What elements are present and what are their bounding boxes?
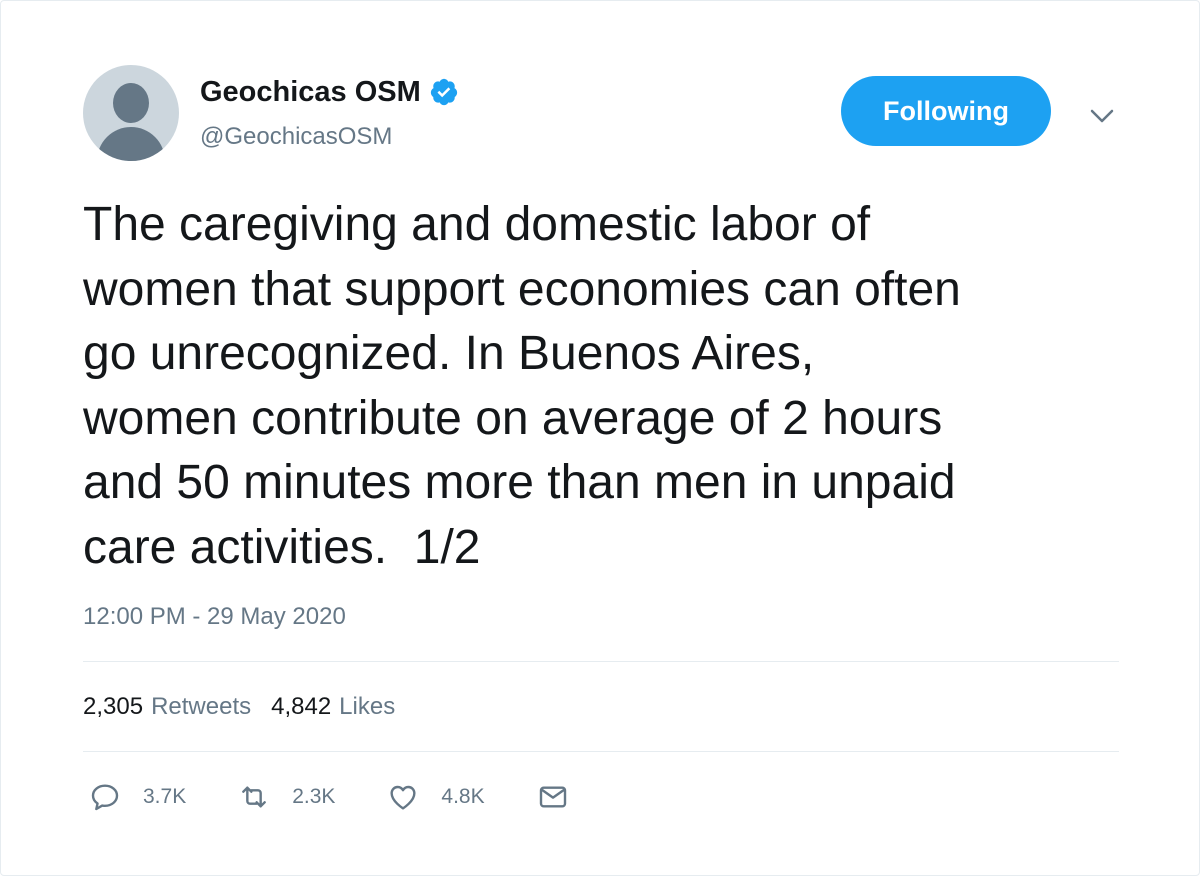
retweets-label: Retweets (151, 693, 252, 720)
action-bar: 3.7K 2.3K 4.8K (89, 781, 621, 813)
default-avatar-icon[interactable] (83, 65, 179, 161)
likes-stat[interactable]: 4,842 Likes (271, 691, 395, 723)
likes-label: Likes (339, 693, 396, 720)
engagement-stats: 2,305 Retweets 4,842 Likes (83, 691, 395, 723)
following-button[interactable]: Following (841, 76, 1051, 146)
author-display-name[interactable]: Geochicas OSM (200, 73, 459, 111)
envelope-icon (539, 786, 566, 808)
avatar-head (113, 83, 149, 123)
chevron-down-icon[interactable] (1087, 101, 1117, 131)
likes-count: 4,842 (271, 693, 332, 720)
heart-icon (390, 785, 416, 810)
tweet-text: The caregiving and domestic labor of wom… (83, 198, 961, 574)
display-name-text: Geochicas OSM (200, 76, 421, 108)
avatar-body (97, 127, 165, 161)
author-handle[interactable]: @GeochicasOSM (200, 123, 393, 150)
retweets-count: 2,305 (83, 693, 144, 720)
divider (83, 661, 1119, 662)
divider (83, 751, 1119, 752)
reply-button[interactable]: 3.7K (89, 781, 186, 813)
retweet-button[interactable]: 2.3K (238, 781, 335, 813)
verified-badge-icon (430, 78, 457, 106)
tweet-timestamp[interactable]: 12:00 PM - 29 May 2020 (83, 603, 346, 630)
retweet-count: 2.3K (292, 785, 336, 808)
retweets-stat[interactable]: 2,305 Retweets (83, 691, 251, 723)
like-button[interactable]: 4.8K (387, 781, 485, 813)
reply-count: 3.7K (143, 785, 187, 808)
reply-icon (91, 784, 119, 811)
retweet-icon (242, 786, 267, 808)
direct-message-button[interactable] (537, 781, 569, 813)
like-count: 4.8K (441, 785, 485, 808)
